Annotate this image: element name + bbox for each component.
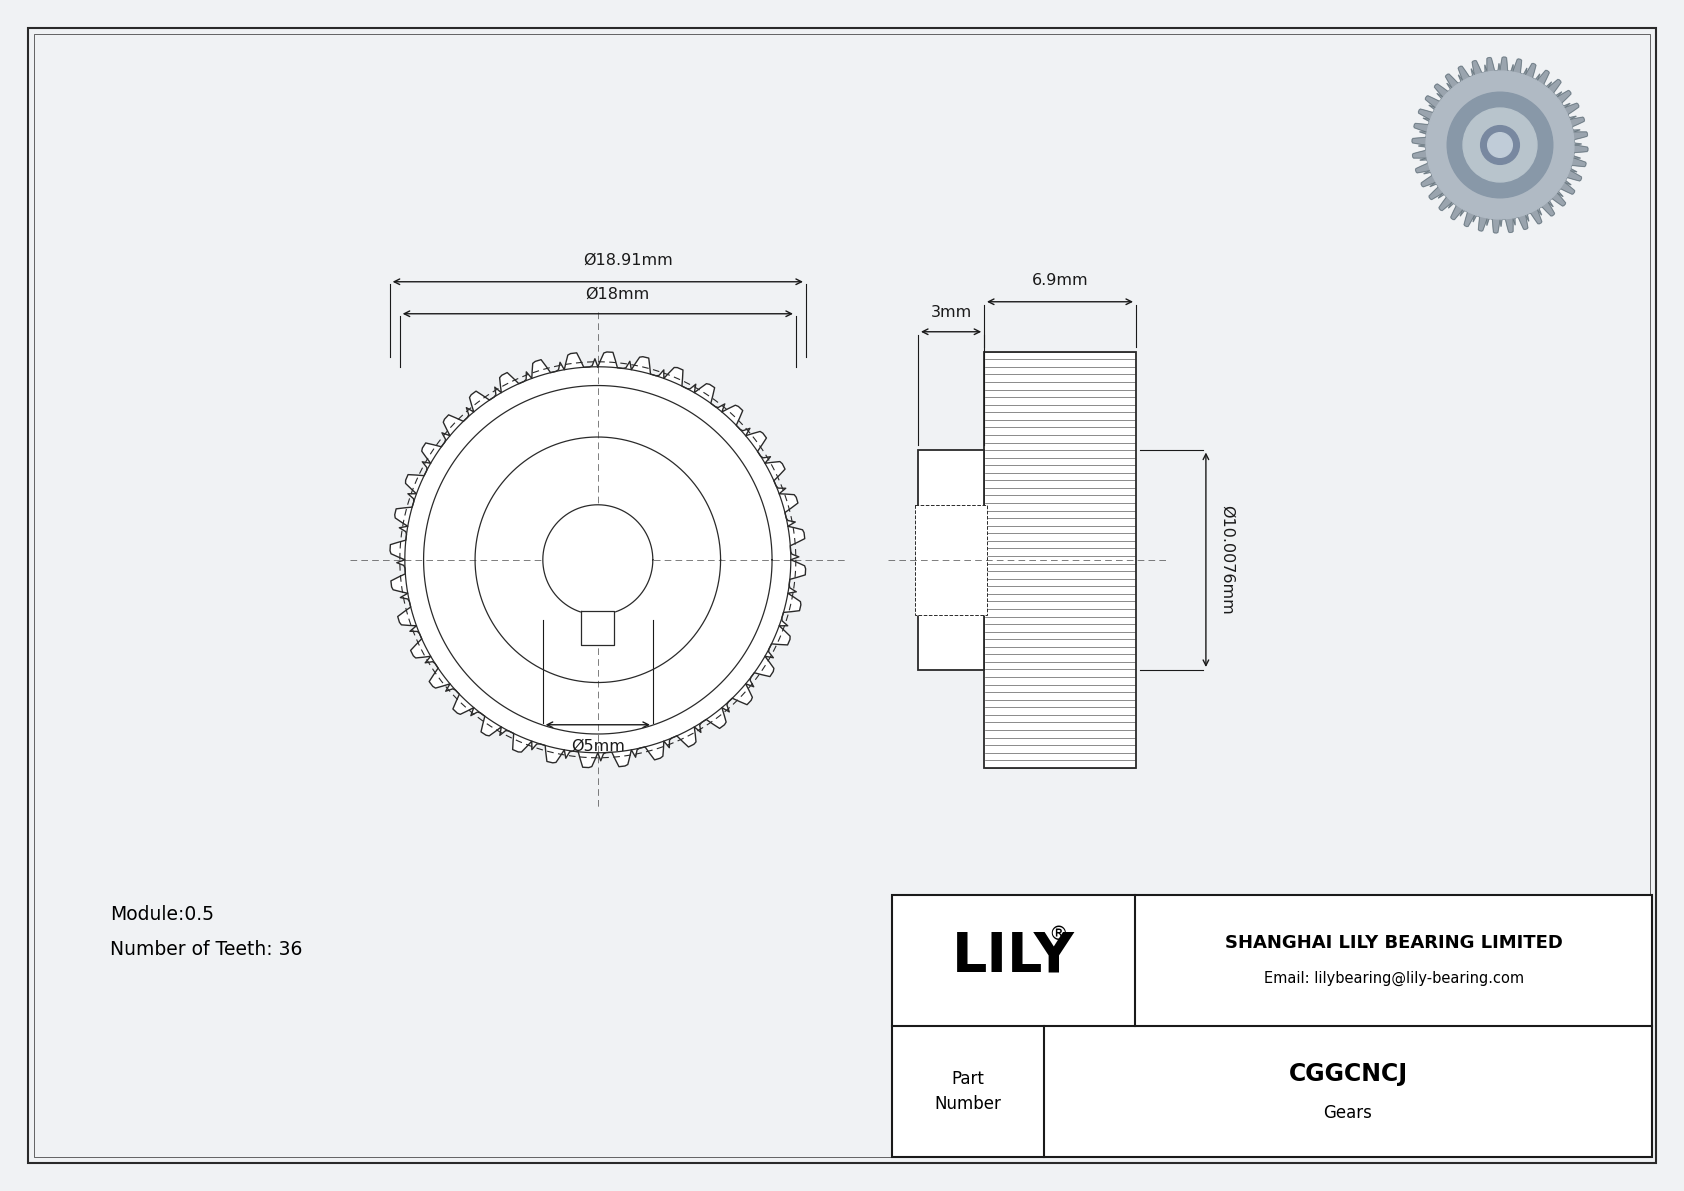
Text: CGGCNCJ: CGGCNCJ (1288, 1061, 1408, 1085)
Text: Email: lilybearing@lily-bearing.com: Email: lilybearing@lily-bearing.com (1263, 971, 1524, 986)
Polygon shape (581, 611, 615, 646)
Text: ®: ® (1047, 925, 1068, 944)
Polygon shape (542, 505, 653, 615)
Bar (918, 450, 983, 669)
Bar (914, 505, 987, 615)
Circle shape (1487, 132, 1512, 157)
Circle shape (1447, 92, 1553, 198)
Text: 6.9mm: 6.9mm (1032, 273, 1088, 288)
Text: Number of Teeth: 36: Number of Teeth: 36 (109, 940, 303, 959)
Text: SHANGHAI LILY BEARING LIMITED: SHANGHAI LILY BEARING LIMITED (1224, 934, 1563, 952)
Text: Ø10.0076mm: Ø10.0076mm (1219, 505, 1234, 615)
Circle shape (1426, 71, 1575, 219)
Circle shape (1480, 125, 1519, 164)
Text: LILY: LILY (951, 929, 1074, 984)
Text: Ø18.91mm: Ø18.91mm (583, 252, 672, 268)
Text: Ø18mm: Ø18mm (586, 287, 650, 301)
Polygon shape (391, 353, 805, 767)
Text: Part
Number: Part Number (935, 1070, 1002, 1114)
Polygon shape (1413, 57, 1588, 233)
Text: Gears: Gears (1324, 1104, 1372, 1122)
Bar (893, 894, 1652, 1156)
Circle shape (1463, 108, 1537, 182)
Text: 3mm: 3mm (931, 305, 972, 319)
Bar (983, 351, 1137, 768)
Text: Ø5mm: Ø5mm (571, 738, 625, 754)
Text: Module:0.5: Module:0.5 (109, 905, 214, 924)
